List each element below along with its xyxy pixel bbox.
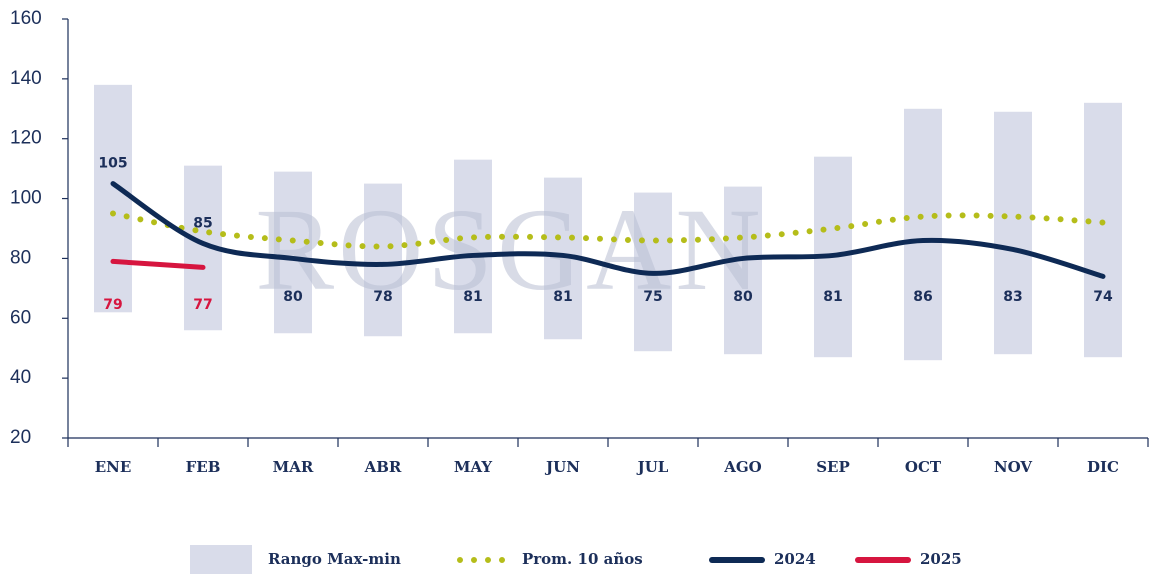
x-tick-label: OCT	[905, 458, 942, 476]
x-tick-label: ABR	[364, 458, 402, 476]
y-tick-label: 60	[10, 307, 31, 328]
series-line	[110, 210, 1106, 250]
value-label: 74	[1093, 289, 1113, 305]
watermark: ROSGAN	[255, 184, 764, 315]
range-bar	[274, 171, 312, 334]
y-tick-label: 160	[10, 8, 42, 29]
y-tick-label: 20	[10, 427, 31, 448]
value-label: 80	[283, 289, 303, 305]
legend-label: Rango Max-min	[268, 550, 401, 568]
y-tick-label: 40	[10, 367, 31, 388]
x-tick-label: ENE	[95, 458, 132, 476]
series-line	[110, 181, 1106, 279]
x-tick-label: JUN	[544, 458, 580, 476]
x-tick-label: AGO	[723, 458, 762, 476]
value-label: 85	[193, 215, 212, 231]
range-bar	[994, 111, 1032, 355]
range-bar	[454, 159, 492, 334]
y-tick-label: 120	[10, 128, 42, 149]
value-label: 78	[373, 289, 392, 305]
range-bar	[904, 108, 942, 361]
x-tick-label: MAY	[454, 458, 492, 476]
range-bar	[364, 183, 402, 337]
x-tick-label: NOV	[994, 458, 1033, 476]
legend-label: 2024	[774, 550, 816, 568]
x-tick-label: SEP	[816, 458, 850, 476]
x-tick-label: FEB	[186, 458, 221, 476]
x-tick-label: MAR	[273, 458, 314, 476]
value-label: 105	[98, 156, 127, 172]
y-tick-label: 100	[10, 188, 42, 209]
range-bar	[724, 186, 762, 355]
series-line	[110, 258, 206, 270]
value-label: 79	[103, 297, 122, 313]
value-label: 83	[1003, 289, 1022, 305]
range-bar	[1084, 102, 1122, 358]
value-label: 81	[823, 289, 842, 305]
y-tick-label: 80	[10, 247, 31, 268]
value-label: 81	[553, 289, 572, 305]
value-label: 77	[193, 297, 212, 313]
y-tick-label: 140	[10, 68, 42, 89]
x-tick-label: DIC	[1087, 458, 1119, 476]
range-bar	[94, 84, 132, 313]
value-label: 86	[913, 289, 932, 305]
x-tick-label: JUL	[636, 458, 669, 476]
value-label: 75	[643, 289, 662, 305]
legend-label: 2025	[920, 550, 962, 568]
legend-label: Prom. 10 años	[522, 550, 643, 568]
value-label: 80	[733, 289, 753, 305]
value-label: 81	[463, 289, 482, 305]
legend-swatch	[190, 545, 252, 574]
